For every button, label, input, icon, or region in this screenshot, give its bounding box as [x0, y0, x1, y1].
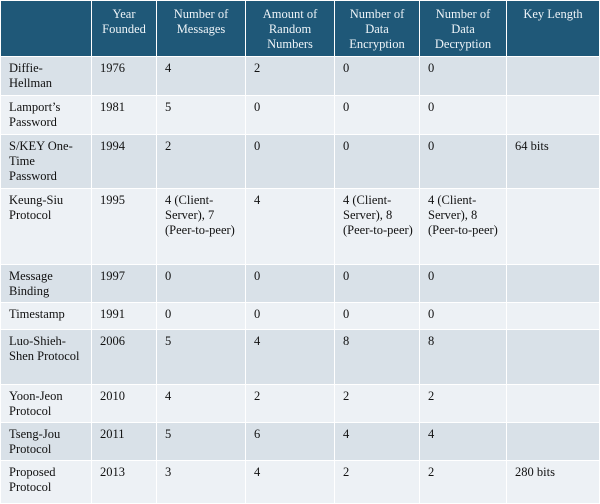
header-row: Year Founded Number of Messages Amount o…: [0, 0, 600, 57]
cell-key-length: [506, 329, 600, 385]
cell-protocol-name: Diffie-Hellman: [0, 56, 92, 96]
cell-messages: 5: [156, 422, 246, 461]
cell-messages: 4: [156, 56, 246, 96]
cell-key-length: [506, 302, 600, 330]
cell-key-length: 280 bits: [506, 460, 600, 504]
cell-random: 0: [245, 302, 335, 330]
cell-protocol-name: S/KEY One-Time Password: [0, 134, 92, 189]
cell-random: 0: [245, 134, 335, 189]
cell-encryption: 0: [334, 56, 420, 96]
cell-key-length: [506, 188, 600, 265]
cell-random: 4: [245, 188, 335, 265]
cell-decryption: 0: [419, 56, 507, 96]
cell-year: 2011: [91, 422, 157, 461]
cell-random: 4: [245, 460, 335, 504]
table-row: Tseng-Jou Protocol 2011 5 6 4 4: [0, 422, 600, 461]
cell-random: 0: [245, 264, 335, 303]
cell-random: 6: [245, 422, 335, 461]
cell-year: 2006: [91, 329, 157, 385]
table-row: Message Binding 1997 0 0 0 0: [0, 264, 600, 303]
cell-key-length: [506, 422, 600, 461]
cell-protocol-name: Keung-Siu Protocol: [0, 188, 92, 265]
table-row: Luo-Shieh-Shen Protocol 2006 5 4 8 8: [0, 329, 600, 385]
cell-encryption: 0: [334, 264, 420, 303]
cell-encryption: 2: [334, 460, 420, 504]
table-row: Proposed Protocol 2013 3 4 2 2 280 bits: [0, 460, 600, 504]
cell-year: 1994: [91, 134, 157, 189]
cell-encryption: 8: [334, 329, 420, 385]
header-number-of-data-encryption: Number of Data Encryption: [334, 0, 420, 57]
cell-year: 2013: [91, 460, 157, 504]
cell-protocol-name: Timestamp: [0, 302, 92, 330]
cell-messages: 3: [156, 460, 246, 504]
cell-key-length: 64 bits: [506, 134, 600, 189]
header-number-of-data-decryption: Number of Data Decryption: [419, 0, 507, 57]
cell-messages: 2: [156, 134, 246, 189]
header-amount-of-random-numbers: Amount of Random Numbers: [245, 0, 335, 57]
cell-decryption: 2: [419, 384, 507, 423]
header-key-length: Key Length: [506, 0, 600, 57]
cell-encryption: 4: [334, 422, 420, 461]
table-row: Yoon-Jeon Protocol 2010 4 2 2 2: [0, 384, 600, 423]
cell-year: 1997: [91, 264, 157, 303]
cell-decryption: 8: [419, 329, 507, 385]
cell-random: 0: [245, 95, 335, 135]
cell-messages: 0: [156, 302, 246, 330]
cell-protocol-name: Proposed Protocol: [0, 460, 92, 504]
cell-key-length: [506, 56, 600, 96]
cell-messages: 4: [156, 384, 246, 423]
cell-messages: 0: [156, 264, 246, 303]
cell-messages: 5: [156, 95, 246, 135]
cell-encryption: 2: [334, 384, 420, 423]
table-row: Timestamp 1991 0 0 0 0: [0, 302, 600, 330]
table-row: Diffie-Hellman 1976 4 2 0 0: [0, 56, 600, 96]
cell-year: 1995: [91, 188, 157, 265]
cell-decryption: 2: [419, 460, 507, 504]
cell-random: 4: [245, 329, 335, 385]
cell-decryption: 0: [419, 95, 507, 135]
cell-key-length: [506, 95, 600, 135]
cell-year: 1976: [91, 56, 157, 96]
cell-year: 2010: [91, 384, 157, 423]
table-row: Keung-Siu Protocol 1995 4 (Client-Server…: [0, 188, 600, 265]
table-row: S/KEY One-Time Password 1994 2 0 0 0 64 …: [0, 134, 600, 189]
table-body: Diffie-Hellman 1976 4 2 0 0 Lamport’s Pa…: [0, 56, 600, 504]
cell-encryption: 0: [334, 134, 420, 189]
cell-protocol-name: Luo-Shieh-Shen Protocol: [0, 329, 92, 385]
cell-protocol-name: Lamport’s Password: [0, 95, 92, 135]
header-year-founded: Year Founded: [91, 0, 157, 57]
header-protocol-name: [0, 0, 92, 57]
cell-messages: 5: [156, 329, 246, 385]
cell-decryption: 4 (Client-Server), 8 (Peer-to-peer): [419, 188, 507, 265]
cell-encryption: 0: [334, 95, 420, 135]
cell-protocol-name: Tseng-Jou Protocol: [0, 422, 92, 461]
table-header: Year Founded Number of Messages Amount o…: [0, 0, 600, 57]
cell-decryption: 4: [419, 422, 507, 461]
cell-protocol-name: Yoon-Jeon Protocol: [0, 384, 92, 423]
cell-encryption: 4 (Client-Server), 8 (Peer-to-peer): [334, 188, 420, 265]
cell-key-length: [506, 264, 600, 303]
header-number-of-messages: Number of Messages: [156, 0, 246, 57]
cell-decryption: 0: [419, 264, 507, 303]
cell-decryption: 0: [419, 302, 507, 330]
cell-year: 1991: [91, 302, 157, 330]
cell-key-length: [506, 384, 600, 423]
cell-random: 2: [245, 384, 335, 423]
cell-random: 2: [245, 56, 335, 96]
cell-decryption: 0: [419, 134, 507, 189]
cell-year: 1981: [91, 95, 157, 135]
cell-encryption: 0: [334, 302, 420, 330]
cell-protocol-name: Message Binding: [0, 264, 92, 303]
cell-messages: 4 (Client-Server), 7 (Peer-to-peer): [156, 188, 246, 265]
table-row: Lamport’s Password 1981 5 0 0 0: [0, 95, 600, 135]
